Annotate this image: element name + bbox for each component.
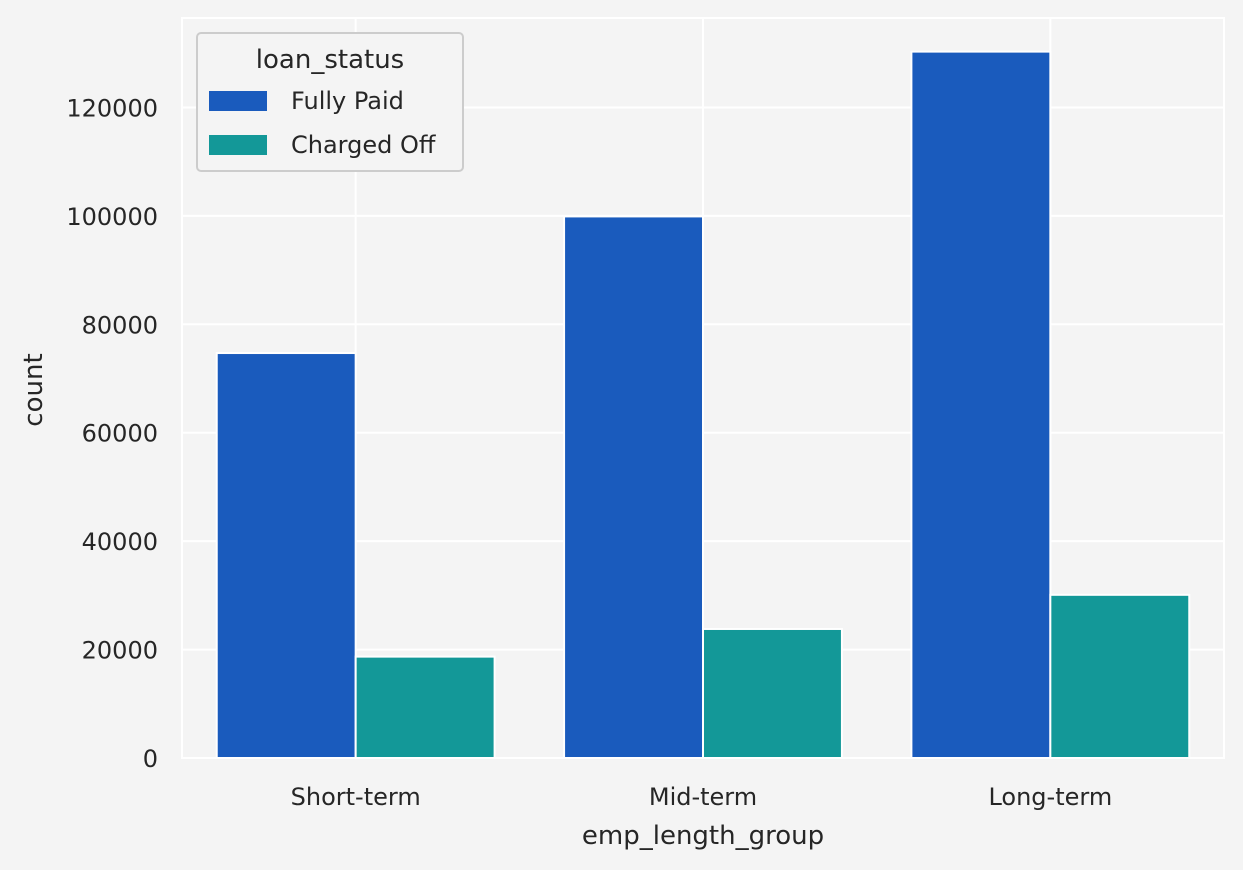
x-tick-label: Long-term bbox=[988, 783, 1112, 811]
legend-swatch-charged-off bbox=[209, 135, 267, 155]
bar-charged-off-short-term bbox=[354, 655, 496, 759]
bar-fully-paid-short-term bbox=[215, 352, 357, 759]
y-tick-label: 20000 bbox=[82, 637, 158, 665]
bar-charged-off-mid-term bbox=[702, 627, 843, 759]
y-tick-label: 0 bbox=[143, 745, 158, 773]
bars bbox=[215, 50, 1191, 760]
legend-title: loan_status bbox=[256, 45, 404, 75]
bar-charged-off-long-term bbox=[1049, 593, 1191, 759]
y-axis-label: count bbox=[19, 353, 49, 426]
y-tick-label: 100000 bbox=[66, 203, 158, 231]
legend-label-fully-paid: Fully Paid bbox=[291, 87, 404, 115]
y-tick-label: 80000 bbox=[82, 311, 158, 339]
y-tick-labels: 0 20000 40000 60000 80000 100000 120000 bbox=[66, 94, 158, 773]
legend-label-charged-off: Charged Off bbox=[291, 131, 436, 159]
bar-fully-paid-mid-term bbox=[563, 215, 704, 759]
y-tick-label: 40000 bbox=[82, 528, 158, 556]
x-tick-label: Mid-term bbox=[649, 783, 757, 811]
legend: loan_status Fully Paid Charged Off bbox=[196, 32, 464, 172]
bar-fully-paid-long-term bbox=[910, 50, 1052, 760]
x-tick-label: Short-term bbox=[291, 783, 421, 811]
legend-swatch-fully-paid bbox=[209, 91, 267, 111]
x-axis-label: emp_length_group bbox=[582, 821, 824, 851]
x-tick-labels: Short-term Mid-term Long-term bbox=[291, 783, 1113, 811]
y-tick-label: 120000 bbox=[66, 94, 158, 122]
y-tick-label: 60000 bbox=[82, 420, 158, 448]
